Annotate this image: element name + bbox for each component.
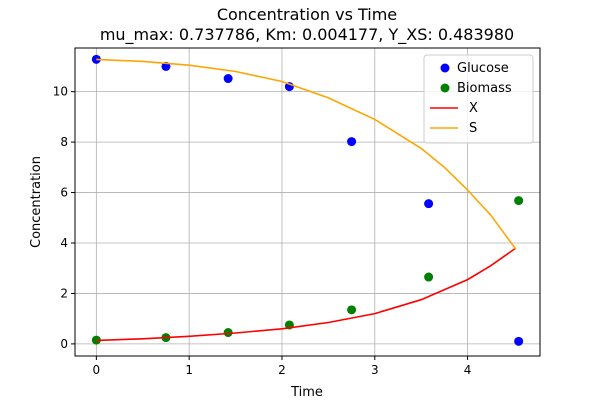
chart-title-line1: Concentration vs Time (217, 5, 397, 24)
plot-data (91, 54, 524, 346)
biomass-point (223, 328, 233, 338)
legend-marker-glucose (440, 63, 450, 73)
y-tick-label: 4 (60, 236, 68, 250)
plot-frame (74, 47, 541, 357)
glucose-point (424, 199, 434, 209)
legend-label-s: S (469, 121, 477, 136)
y-tick-label: 2 (60, 286, 68, 300)
x-tick-label: 3 (371, 363, 379, 377)
y-tick-label: 8 (60, 135, 68, 149)
glucose-point (223, 74, 233, 84)
y-tick-label: 0 (60, 337, 68, 351)
y-axis-label: Concentration (29, 156, 44, 248)
x-tick-label: 2 (278, 363, 286, 377)
axis-ticks: 0 1 2 3 4 0 2 4 6 8 10 (53, 85, 472, 377)
legend-label-biomass: Biomass (457, 81, 512, 96)
chart-title-line2: mu_max: 0.737786, Km: 0.004177, Y_XS: 0.… (100, 25, 514, 45)
biomass-point (514, 196, 524, 206)
y-tick-label: 10 (53, 85, 68, 99)
legend-marker-biomass (440, 83, 450, 93)
x-tick-label: 1 (185, 363, 193, 377)
glucose-point (347, 137, 357, 147)
chart-legend: Glucose Biomass XS (423, 54, 534, 144)
biomass-point (424, 272, 434, 282)
x-tick-label: 0 (93, 363, 101, 377)
line-s (96, 58, 517, 250)
line-x (96, 247, 517, 342)
glucose-point (514, 336, 524, 346)
legend-box (423, 54, 534, 144)
legend-label-x: X (469, 101, 478, 116)
y-tick-label: 6 (60, 186, 68, 200)
x-axis-label: Time (290, 385, 323, 400)
x-tick-label: 4 (464, 363, 472, 377)
biomass-point (347, 305, 357, 315)
legend-label-glucose: Glucose (457, 61, 509, 76)
